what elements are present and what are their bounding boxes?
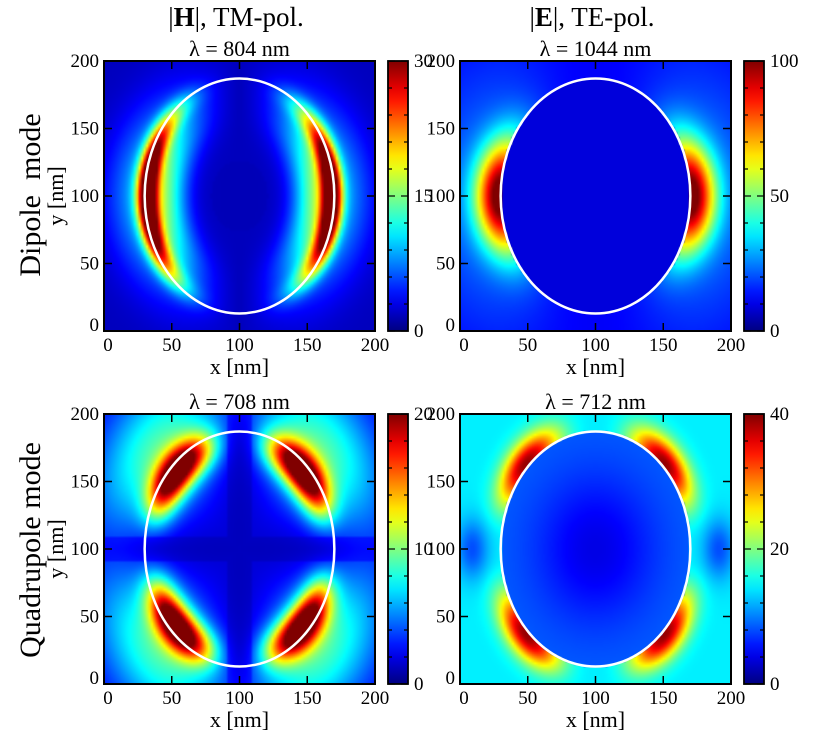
y-tick-label: 150 [427,472,456,493]
x-axis-label: x [nm] [566,354,625,379]
colorbar-gradient [744,61,764,331]
col-header-e-pol: TE-pol. [571,2,654,32]
x-tick-label: 200 [717,688,746,709]
colorbar-tick-label: 100 [770,51,799,72]
y-tick-label: 0 [90,315,100,336]
colorbar-gradient [388,61,408,331]
y-tick-label: 150 [71,472,100,493]
x-tick-label: 50 [162,688,181,709]
panel-title: λ = 708 nm [189,389,290,414]
colorbar-tick-label: 20 [770,539,789,560]
colorbar-tick-label: 0 [770,674,780,695]
colorbar-tick-label: 50 [770,186,789,207]
colorbar-tick-label: 0 [414,674,424,695]
y-tick-label: 150 [427,119,456,140]
x-tick-label: 100 [225,335,254,356]
x-tick-label: 0 [459,688,469,709]
x-tick-label: 50 [518,688,537,709]
x-tick-label: 50 [162,335,181,356]
y-tick-label: 50 [436,607,455,628]
panel-title: λ = 712 nm [545,389,646,414]
row-label-quadrupole: Quadrupole mode [14,442,47,658]
x-tick-label: 0 [103,688,113,709]
x-tick-label: 100 [225,688,254,709]
y-tick-label: 200 [427,51,456,72]
x-tick-label: 150 [293,688,322,709]
heatmap-image [104,414,375,684]
x-axis-label: x [nm] [566,707,625,732]
x-tick-label: 200 [361,335,390,356]
colorbar-tick-label: 40 [770,404,789,425]
heatmap-image [460,61,731,331]
particle-outline [499,77,692,315]
y-tick-label: 100 [427,186,456,207]
x-axis-label: x [nm] [210,354,269,379]
colorbar-tick-label: 10 [414,539,433,560]
y-tick-label: 200 [427,404,456,425]
y-tick-label: 100 [71,186,100,207]
panel-title: λ = 804 nm [189,36,290,61]
x-tick-label: 200 [717,335,746,356]
particle-outline [143,77,336,315]
x-tick-label: 150 [649,335,678,356]
x-tick-label: 0 [103,335,113,356]
y-tick-label: 0 [446,315,456,336]
y-tick-label: 0 [90,668,100,689]
y-tick-label: 0 [446,668,456,689]
y-tick-label: 150 [71,119,100,140]
x-tick-label: 0 [459,335,469,356]
heatmap-image [460,414,731,684]
col-header-h-field: H [174,2,195,32]
heatmap-panel-2: 0 50 100 150 200 0 50 100 150 200 λ = 1044 nm x [nm… [427,36,799,379]
x-tick-label: 100 [581,688,610,709]
particle-outline [499,430,692,668]
colorbar-tick-label: 20 [414,404,433,425]
y-tick-label: 50 [80,607,99,628]
panel-title: λ = 1044 nm [540,36,652,61]
col-header-e-field: E [535,2,553,32]
row-label-dipole: Dipole mode [14,113,47,276]
x-tick-label: 150 [649,688,678,709]
colorbar-tick-label: 0 [770,321,780,342]
x-tick-label: 200 [361,688,390,709]
heatmap-image [104,61,375,331]
colorbar-tick-label: 30 [414,51,433,72]
colorbar-tick-label: 0 [414,321,424,342]
y-axis-label: y [nm] [43,519,68,578]
y-tick-label: 50 [80,254,99,275]
col-header-h-pol: TM-pol. [213,2,304,32]
colorbar-gradient [744,414,764,684]
y-tick-label: 200 [71,404,100,425]
x-tick-label: 150 [293,335,322,356]
y-tick-label: 100 [71,539,100,560]
col-header-h-tm: |H|, TM-pol. [168,2,304,32]
x-axis-label: x [nm] [210,707,269,732]
y-tick-label: 50 [436,254,455,275]
colorbar-gradient [388,414,408,684]
x-tick-label: 50 [518,335,537,356]
y-tick-label: 100 [427,539,456,560]
y-tick-label: 200 [71,51,100,72]
y-axis-label: y [nm] [43,166,68,225]
particle-outline [143,430,336,668]
colorbar-tick-label: 15 [414,186,433,207]
x-tick-label: 100 [581,335,610,356]
col-header-e-te: |E|, TE-pol. [529,2,654,32]
